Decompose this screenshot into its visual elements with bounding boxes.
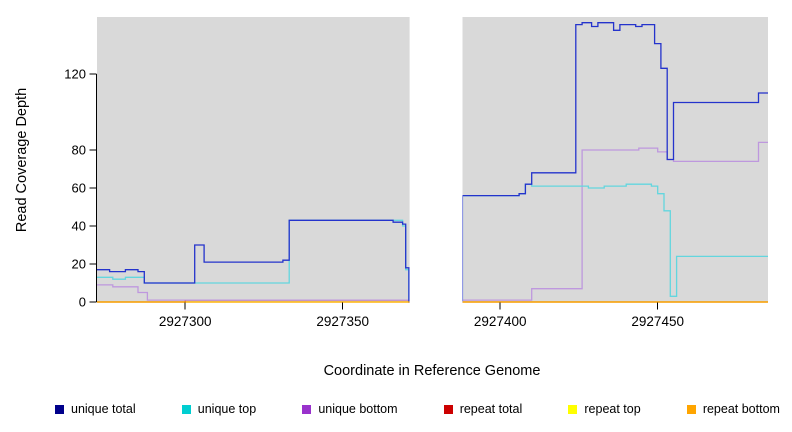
- axis-layer: 0 20 40 60 80 120 2927300 2927350 2927400 2927450: [64, 67, 684, 330]
- legend-swatch-repeat-bottom: [686, 404, 696, 414]
- legend-item-unique-total: unique total: [55, 403, 136, 416]
- y-tick-label: 60: [72, 181, 86, 196]
- x-tick-label: 2927300: [159, 314, 212, 329]
- x-axis-label: Coordinate in Reference Genome: [324, 363, 541, 379]
- y-axis-label: Read Coverage Depth: [14, 88, 30, 232]
- legend-label-repeat-top: repeat top: [584, 401, 641, 416]
- legend-swatch-unique-total: [55, 404, 64, 414]
- legend-swatch-repeat-top: [568, 404, 578, 414]
- legend-item-repeat-bottom: repeat bottom: [686, 401, 780, 416]
- legend: unique total unique top unique bottom repea…: [0, 399, 792, 419]
- legend-label-repeat-bottom: repeat bottom: [702, 401, 780, 416]
- y-tick-label: 40: [72, 219, 86, 234]
- coverage-gap-band: [409, 16, 463, 304]
- x-tick-label: 2927450: [631, 314, 684, 329]
- legend-swatch-unique-top: [181, 404, 191, 414]
- legend-item-unique-bottom: unique bottom: [302, 401, 398, 416]
- series-line-unique-total: [97, 22, 768, 303]
- y-tick-label: 20: [72, 257, 86, 272]
- y-tick-label: 0: [79, 295, 86, 310]
- plot-layer: [97, 16, 768, 304]
- legend-swatch-repeat-total: [443, 404, 453, 414]
- legend-label-unique-top: unique top: [197, 401, 257, 416]
- y-tick-label: 80: [72, 143, 86, 158]
- legend-label-unique-total: unique total: [71, 401, 136, 416]
- legend-item-repeat-top: repeat top: [568, 401, 641, 416]
- legend-label-repeat-total: repeat total: [459, 401, 523, 416]
- chart-canvas: 0 20 40 60 80 120 2927300 2927350 2927400 2927450…: [14, 16, 768, 379]
- y-tick-label: 120: [64, 67, 86, 82]
- x-tick-label: 2927350: [316, 314, 369, 329]
- legend-label-unique-bottom: unique bottom: [318, 401, 398, 416]
- legend-swatch-unique-bottom: [302, 404, 312, 414]
- legend-item-unique-top: unique top: [181, 401, 257, 416]
- x-tick-label: 2927400: [474, 314, 527, 329]
- legend-item-repeat-total: repeat total: [443, 401, 523, 416]
